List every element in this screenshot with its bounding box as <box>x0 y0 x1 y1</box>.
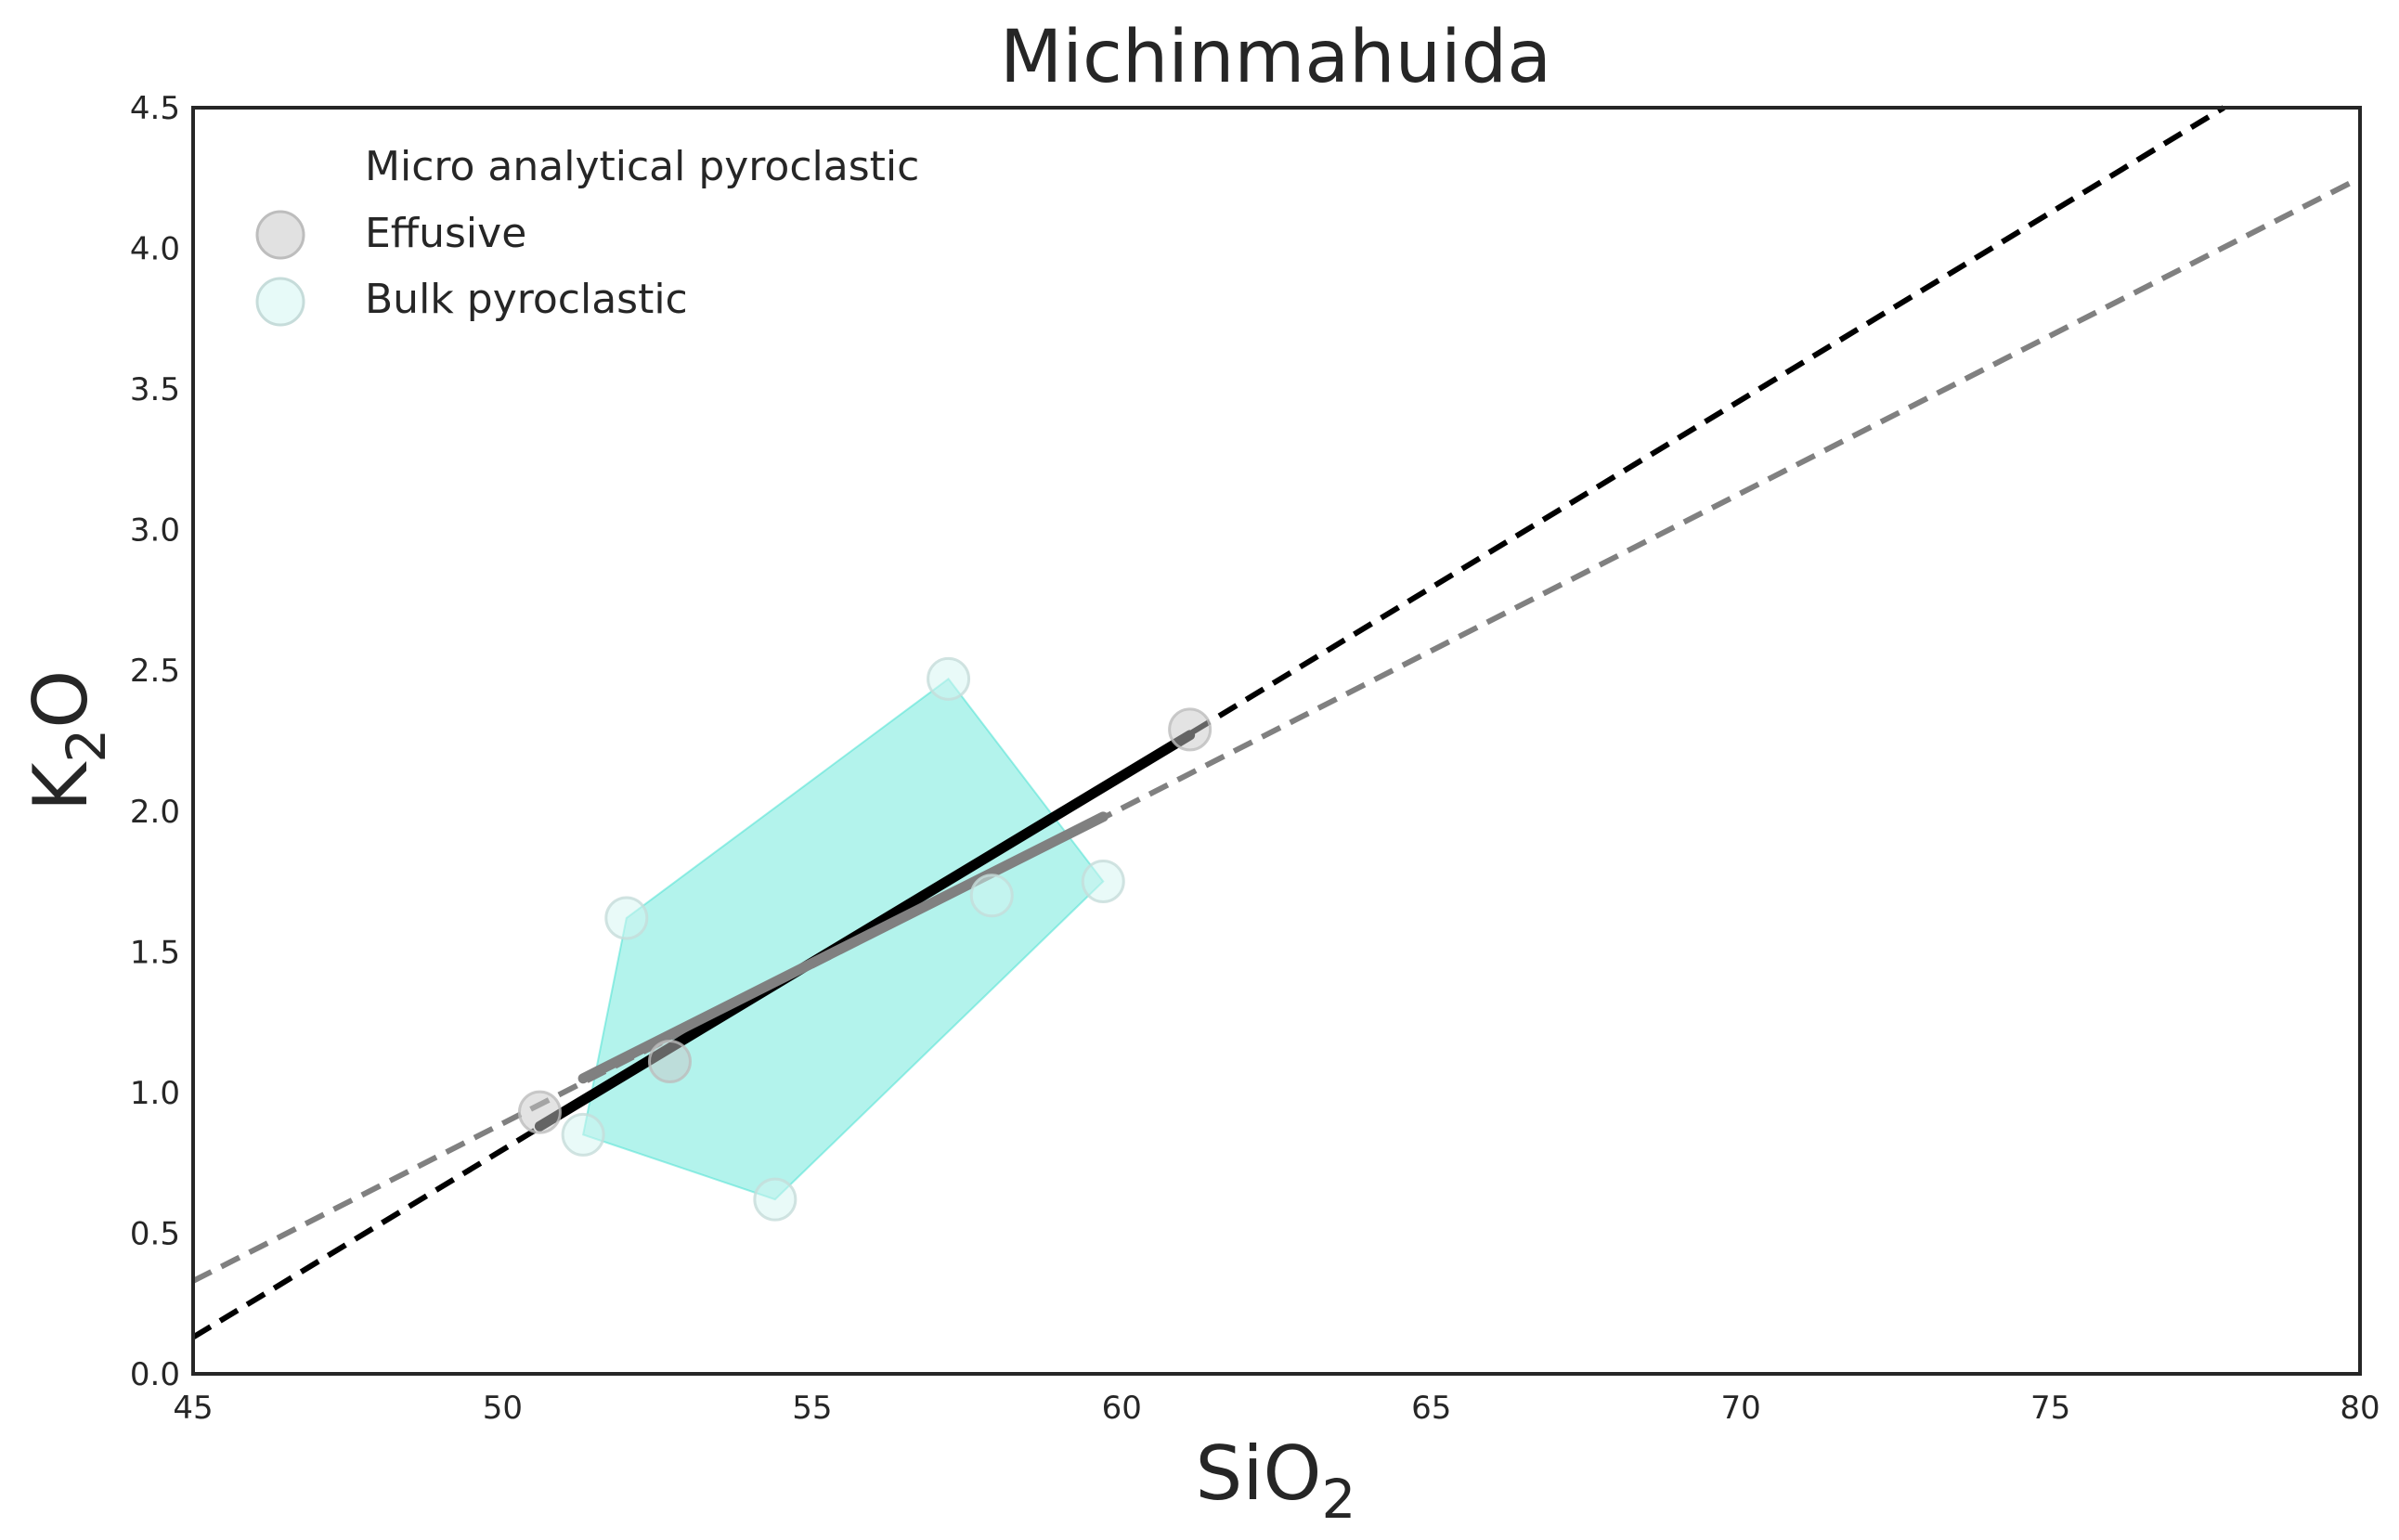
y-tick-label-4.0: 4.0 <box>130 231 180 268</box>
legend-marker-effusive <box>255 210 305 260</box>
effusive-point-3 <box>1168 707 1212 752</box>
bulk-pyroclastic-point-3 <box>753 1177 798 1222</box>
y-tick-labels: 0.0 0.5 1.0 1.5 2.0 2.5 3.0 3.5 4.0 4.5 <box>130 90 180 1393</box>
bulk-pyroclastic-point-2 <box>604 896 649 940</box>
y-tick-label-3.0: 3.0 <box>130 512 180 550</box>
y-tick-label-0.0: 0.0 <box>130 1356 180 1393</box>
y-tick-label-4.5: 4.5 <box>130 90 180 127</box>
trend-line-2 <box>191 175 2362 1284</box>
y-axis-title-sub: 2 <box>55 729 118 763</box>
y-axis-title: K2O <box>18 670 118 811</box>
x-axis-title: SiO2 <box>1196 1430 1356 1531</box>
x-tick-label-65: 65 <box>1411 1390 1451 1427</box>
plot-frame <box>191 106 2362 1376</box>
x-tick-label-60: 60 <box>1102 1390 1142 1427</box>
y-axis-title-base: K <box>18 760 104 811</box>
fit-line-4 <box>577 811 1109 1084</box>
y-tick-label-3.5: 3.5 <box>130 371 180 408</box>
bulk-pyroclastic-point-6 <box>1081 860 1125 904</box>
y-tick-label-0.5: 0.5 <box>130 1215 180 1252</box>
effusive-point-1 <box>517 1090 562 1134</box>
legend-label-effusive: Effusive <box>365 210 526 257</box>
points-layer <box>517 656 1212 1222</box>
x-tick-labels: 45 50 55 60 65 70 75 80 <box>173 1390 2380 1427</box>
effusive-point-2 <box>647 1040 692 1084</box>
x-tick-label-75: 75 <box>2030 1390 2070 1427</box>
bulk-pyroclastic-point-4 <box>927 656 971 701</box>
x-axis-title-sub: 2 <box>1322 1468 1356 1531</box>
y-axis-title-tail: O <box>18 670 104 729</box>
y-tick-label-2.0: 2.0 <box>130 794 180 831</box>
x-tick-label-55: 55 <box>792 1390 832 1427</box>
legend-label-micro-analytical-pyroclastic: Micro analytical pyroclastic <box>365 143 919 190</box>
y-tick-label-1.5: 1.5 <box>130 934 180 971</box>
legend: Micro analytical pyroclastic Effusive Bu… <box>255 143 919 327</box>
y-tick-label-1.0: 1.0 <box>130 1075 180 1112</box>
bulk-pyroclastic-point-5 <box>969 874 1014 918</box>
x-tick-label-80: 80 <box>2340 1390 2380 1427</box>
chart-title: Michinmahuida <box>1000 16 1551 99</box>
x-axis-title-base: SiO <box>1196 1430 1322 1517</box>
bulk-pyroclastic-point-1 <box>561 1112 605 1157</box>
legend-marker-bulk-pyroclastic <box>255 277 305 327</box>
x-tick-label-50: 50 <box>483 1390 523 1427</box>
y-tick-label-2.5: 2.5 <box>130 653 180 690</box>
x-tick-label-70: 70 <box>1721 1390 1761 1427</box>
x-tick-label-45: 45 <box>173 1390 213 1427</box>
legend-label-bulk-pyroclastic: Bulk pyroclastic <box>365 276 688 323</box>
